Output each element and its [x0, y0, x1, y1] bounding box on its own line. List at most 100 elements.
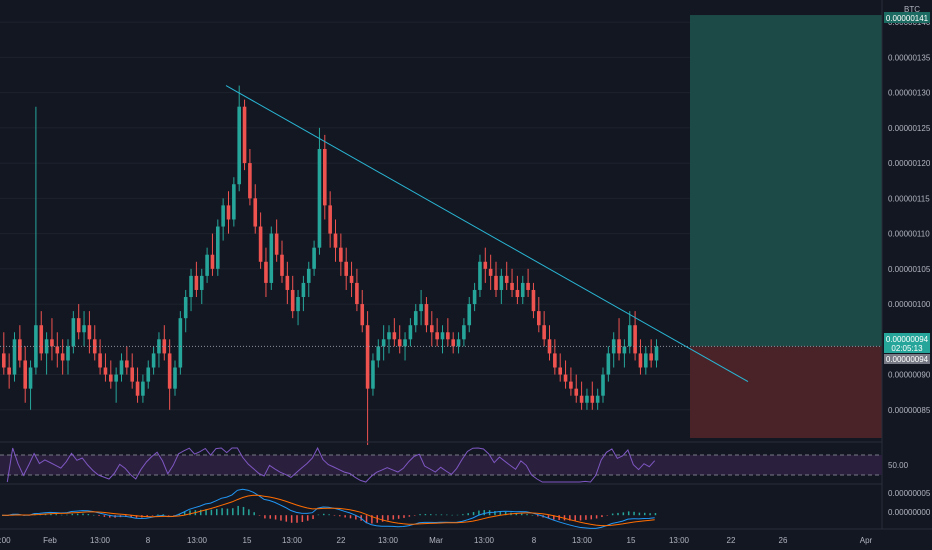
candle-body — [376, 346, 381, 361]
macd-histogram-bar — [82, 513, 84, 516]
time-axis-label: 13:00 — [378, 536, 399, 545]
macd-histogram-bar — [60, 514, 63, 516]
macd-histogram-bar — [569, 515, 571, 521]
candle-body — [82, 325, 86, 333]
candle-body — [520, 282, 525, 298]
candle-body — [515, 289, 520, 298]
candle-body — [232, 184, 236, 220]
price-axis-tick: 0.00000110 — [888, 230, 930, 239]
macd-histogram-bar — [515, 513, 518, 516]
macd-histogram-bar — [189, 510, 191, 516]
candle-body — [248, 163, 252, 199]
candle-body — [349, 275, 354, 283]
macd-histogram-bar — [226, 508, 229, 516]
macd-histogram-bar — [526, 514, 528, 516]
candle-body — [590, 395, 595, 403]
price-axis-tick: 0.00000090 — [888, 371, 931, 380]
candle-body — [478, 261, 482, 290]
candle-body — [146, 367, 151, 382]
macd-histogram-bar — [478, 510, 480, 516]
macd-histogram-bar — [611, 513, 614, 516]
candle-body — [601, 374, 605, 396]
macd-histogram-bar — [237, 505, 239, 516]
macd-histogram-bar — [553, 515, 555, 520]
macd-histogram-bar — [323, 513, 325, 516]
candle-body — [151, 353, 156, 368]
candle-body — [553, 353, 557, 368]
candle-body — [92, 339, 97, 354]
candle-body — [274, 233, 279, 255]
macd-histogram-bar — [585, 515, 587, 520]
macd-histogram-bar — [210, 509, 213, 516]
time-axis-label: 13:00 — [572, 536, 593, 545]
candle-body — [392, 332, 397, 340]
candle-body — [183, 297, 188, 319]
macd-histogram-bar — [135, 515, 138, 518]
candle-body — [387, 332, 391, 340]
current-price-label: 0.00000094 02:05:13 — [884, 333, 930, 353]
macd-histogram-bar — [579, 515, 582, 521]
candle-body — [537, 311, 541, 326]
macd-histogram-bar — [633, 511, 635, 516]
time-axis-label: :00 — [0, 536, 11, 545]
macd-histogram-bar — [537, 515, 539, 517]
position-zones[interactable] — [690, 15, 882, 438]
macd-line — [1, 488, 655, 529]
macd-histogram-bar — [280, 515, 282, 521]
macd-histogram-bar — [435, 514, 437, 516]
candle-body — [103, 367, 108, 375]
time-axis-label: 15 — [243, 536, 252, 545]
macd-histogram-bar — [531, 515, 534, 516]
macd-histogram-bar — [467, 513, 469, 516]
candle-body — [34, 325, 38, 368]
macd-histogram-bar — [317, 514, 320, 516]
time-axis-label: 26 — [779, 536, 788, 545]
rsi-band — [0, 455, 882, 475]
candle-body — [456, 339, 461, 347]
candle-body — [44, 339, 49, 354]
macd-histogram-bar — [381, 515, 384, 522]
candle-body — [285, 275, 290, 290]
candle-body — [60, 353, 65, 361]
entry-price-label: 0.00000094 — [884, 354, 930, 364]
macd-histogram-bar — [264, 515, 266, 519]
macd-histogram-bar — [413, 515, 416, 516]
candle-body — [467, 304, 472, 326]
target-zone[interactable] — [690, 15, 882, 347]
macd-histogram-bar — [274, 515, 277, 520]
price-axis-tick: 0.00000085 — [888, 406, 931, 415]
candle-body — [119, 360, 124, 375]
candle-body — [264, 261, 268, 283]
macd-histogram-bar — [66, 514, 68, 516]
macd-histogram-bar — [430, 514, 432, 516]
target-price-label: 0.00000141 — [884, 12, 930, 23]
candle-body — [242, 106, 247, 164]
macd-histogram-bar — [306, 515, 309, 521]
price-axis-tick: 0.00000120 — [888, 159, 931, 168]
candle-body — [371, 360, 375, 389]
macd-axis-tick: 0.00000000 — [888, 508, 931, 517]
candle-body — [622, 346, 627, 354]
price-axis-tick: 0.00000135 — [888, 53, 931, 62]
macd-histogram-bar — [638, 512, 641, 516]
candle-body — [23, 360, 27, 389]
time-axis-label: 13:00 — [669, 536, 690, 545]
descending-trendline[interactable] — [225, 85, 749, 383]
macd-histogram-bar — [333, 515, 336, 516]
macd-histogram-bar — [157, 514, 159, 516]
stop-loss-zone[interactable] — [690, 346, 882, 438]
candle-body — [216, 226, 220, 269]
macd-histogram-bar — [151, 515, 154, 516]
macd-histogram-bar — [590, 515, 592, 520]
macd-histogram-bar — [595, 515, 598, 519]
candle-body — [210, 254, 215, 269]
time-axis[interactable]: :00 Feb 13:00 8 13:00 15 13:00 22 13:00 Mar 13:00 8… — [0, 536, 873, 545]
macd-histogram-bar — [258, 515, 261, 516]
time-axis-label: Mar — [429, 536, 443, 545]
candle-body — [328, 205, 332, 234]
macd-histogram-bar — [290, 515, 293, 523]
macd-histogram-bar — [606, 515, 609, 516]
candle-body — [28, 367, 33, 389]
candle-body — [306, 268, 311, 283]
